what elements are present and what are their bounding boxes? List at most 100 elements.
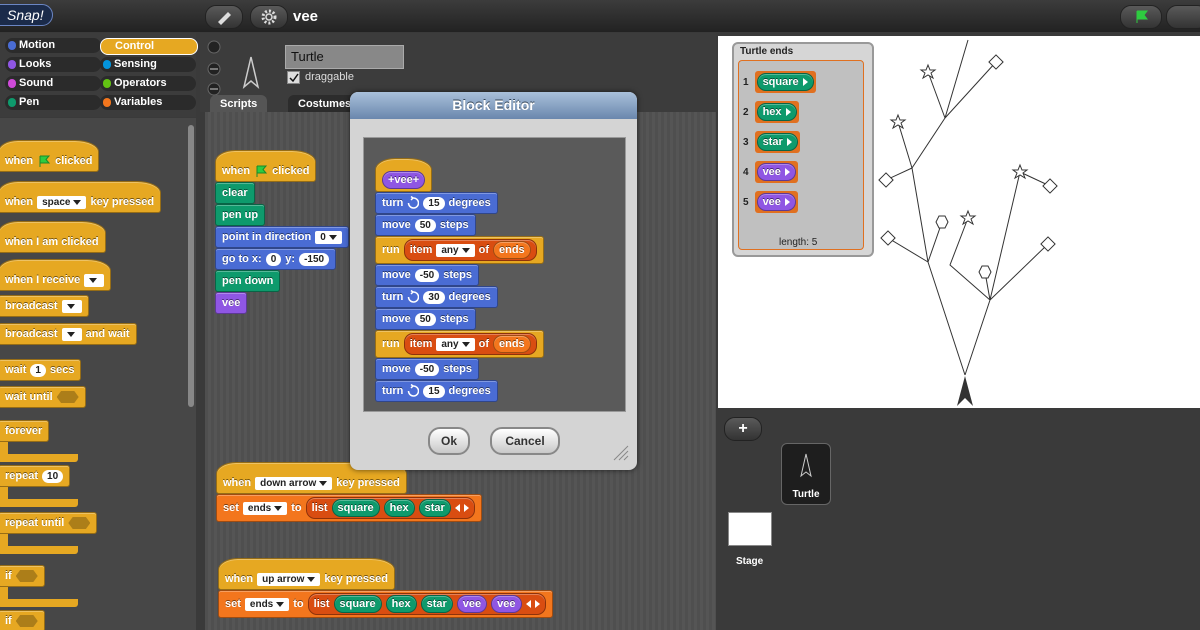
dropdown-slot[interactable]: ends bbox=[244, 597, 290, 611]
input-slot[interactable]: 50 bbox=[414, 218, 436, 232]
reporter-block[interactable]: vee bbox=[756, 163, 796, 181]
input-slot[interactable]: 15 bbox=[423, 384, 445, 398]
input-slot[interactable]: -150 bbox=[299, 252, 330, 266]
reporter-block[interactable]: item any of ends bbox=[403, 333, 537, 355]
tab[interactable]: Scripts bbox=[210, 95, 268, 113]
hat-block[interactable]: when clicked bbox=[215, 150, 317, 182]
category-button[interactable]: Pen bbox=[5, 95, 101, 110]
reporter-block[interactable]: vee bbox=[756, 193, 796, 211]
reporter-block[interactable]: vee bbox=[456, 595, 488, 613]
dropdown-slot[interactable]: down arrow bbox=[255, 476, 333, 490]
reporter-block[interactable]: +vee+ bbox=[382, 171, 426, 189]
command-block[interactable]: repeat 10 bbox=[0, 465, 71, 487]
sprite-icon[interactable]: Turtle bbox=[781, 443, 831, 505]
command-block[interactable]: turn 30 degrees bbox=[375, 286, 498, 308]
reporter-block[interactable]: list square hex star bbox=[305, 497, 475, 519]
command-block[interactable]: forever bbox=[0, 420, 50, 442]
file-button[interactable] bbox=[205, 5, 243, 29]
reporter-block[interactable]: list square hex star vee vee bbox=[307, 593, 546, 615]
pause-button[interactable] bbox=[1166, 5, 1200, 29]
stage-thumbnail[interactable] bbox=[728, 512, 772, 546]
reporter-block[interactable]: star bbox=[418, 499, 451, 517]
command-block[interactable]: set ends to list square hex star vee vee bbox=[218, 590, 553, 618]
command-block[interactable]: run item any of ends bbox=[375, 330, 544, 358]
category-button[interactable]: Variables bbox=[100, 95, 196, 110]
category-button[interactable]: Looks bbox=[5, 57, 101, 72]
command-block[interactable]: pen down bbox=[215, 270, 281, 292]
boolean-slot[interactable] bbox=[15, 570, 38, 582]
category-button[interactable]: Control bbox=[100, 38, 198, 55]
command-block[interactable]: clear bbox=[215, 182, 255, 204]
command-block[interactable]: broadcast bbox=[0, 295, 89, 317]
dropdown-slot[interactable] bbox=[61, 327, 82, 341]
palette-scrollbar[interactable] bbox=[188, 125, 194, 407]
reporter-block[interactable]: ends bbox=[492, 241, 531, 259]
draggable-checkbox[interactable] bbox=[287, 71, 300, 84]
reporter-block[interactable]: star bbox=[420, 595, 453, 613]
dropdown-slot[interactable]: ends bbox=[242, 501, 288, 515]
input-slot[interactable]: -50 bbox=[414, 362, 440, 376]
command-block[interactable]: point in direction 0 bbox=[215, 226, 349, 248]
hat-block[interactable]: +vee+ bbox=[375, 158, 433, 192]
dialog-button[interactable]: Cancel bbox=[490, 427, 560, 455]
command-block[interactable]: broadcast and wait bbox=[0, 323, 137, 345]
settings-button[interactable] bbox=[250, 5, 288, 29]
hat-block[interactable]: when I receive bbox=[0, 259, 112, 291]
boolean-slot[interactable] bbox=[15, 615, 38, 627]
reporter-block[interactable]: square bbox=[756, 73, 814, 91]
input-slot[interactable]: 0 bbox=[265, 252, 282, 266]
command-block[interactable]: pen up bbox=[215, 204, 266, 226]
reporter-block[interactable]: hex bbox=[385, 595, 417, 613]
resize-handle[interactable] bbox=[612, 444, 630, 462]
category-button[interactable]: Motion bbox=[5, 38, 101, 53]
reporter-block[interactable]: square bbox=[333, 595, 382, 613]
dropdown-slot[interactable]: space bbox=[37, 195, 87, 209]
sprite-name-field[interactable]: Turtle bbox=[285, 45, 404, 69]
command-block[interactable]: run item any of ends bbox=[375, 236, 544, 264]
command-block[interactable]: go to x: 0 y: -150 bbox=[215, 248, 337, 270]
dialog-button[interactable]: Ok bbox=[428, 427, 470, 455]
command-block[interactable]: move -50 steps bbox=[375, 358, 479, 380]
command-block[interactable]: vee bbox=[215, 292, 248, 314]
dropdown-slot[interactable]: any bbox=[436, 243, 475, 257]
hat-block[interactable]: when I am clicked bbox=[0, 221, 106, 253]
dropdown-slot[interactable] bbox=[61, 299, 82, 313]
command-block[interactable]: wait until bbox=[0, 386, 86, 408]
input-slot[interactable]: 10 bbox=[42, 469, 64, 483]
dropdown-slot[interactable]: 0 bbox=[315, 230, 342, 244]
reporter-block[interactable]: hex bbox=[383, 499, 415, 517]
command-block[interactable]: repeat until bbox=[0, 512, 98, 534]
tab[interactable]: Costumes bbox=[288, 95, 362, 113]
reporter-block[interactable]: item any of ends bbox=[403, 239, 537, 261]
add-sprite-button[interactable]: + bbox=[724, 417, 762, 441]
command-block[interactable]: if bbox=[0, 610, 45, 630]
green-flag-button[interactable] bbox=[1120, 5, 1162, 29]
reporter-block[interactable]: star bbox=[756, 133, 798, 151]
reporter-block[interactable]: square bbox=[331, 499, 380, 517]
input-slot[interactable]: 15 bbox=[423, 196, 445, 210]
boolean-slot[interactable] bbox=[68, 517, 91, 529]
input-slot[interactable]: 30 bbox=[423, 290, 445, 304]
boolean-slot[interactable] bbox=[56, 391, 79, 403]
command-block[interactable]: set ends to list square hex star bbox=[216, 494, 482, 522]
command-block[interactable]: turn 15 degrees bbox=[375, 380, 498, 402]
command-block[interactable]: move 50 steps bbox=[375, 308, 476, 330]
list-watcher[interactable]: Turtle ends length: 5 1 square 2 hex 3 star 4 v… bbox=[732, 42, 874, 257]
command-block[interactable]: if bbox=[0, 565, 45, 587]
hat-block[interactable]: when up arrow key pressed bbox=[218, 558, 395, 590]
hat-block[interactable]: when clicked bbox=[0, 140, 100, 172]
dropdown-slot[interactable]: up arrow bbox=[257, 572, 321, 586]
command-block[interactable]: turn 15 degrees bbox=[375, 192, 498, 214]
command-block[interactable]: move -50 steps bbox=[375, 264, 479, 286]
input-slot[interactable]: -50 bbox=[414, 268, 440, 282]
reporter-block[interactable]: hex bbox=[756, 103, 797, 121]
reporter-block[interactable]: vee bbox=[491, 595, 522, 613]
command-block[interactable]: wait 1 secs bbox=[0, 359, 82, 381]
input-slot[interactable]: 1 bbox=[30, 363, 46, 377]
dropdown-slot[interactable] bbox=[84, 273, 105, 287]
category-button[interactable]: Operators bbox=[100, 76, 196, 91]
hat-block[interactable]: when space key pressed bbox=[0, 181, 162, 213]
command-block[interactable]: move 50 steps bbox=[375, 214, 476, 236]
input-slot[interactable]: 50 bbox=[414, 312, 436, 326]
dropdown-slot[interactable]: any bbox=[436, 337, 475, 351]
